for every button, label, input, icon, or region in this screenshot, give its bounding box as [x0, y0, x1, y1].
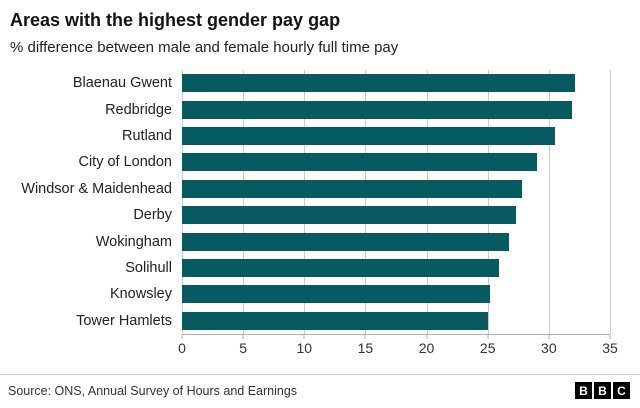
bar-row [182, 281, 610, 307]
bbc-logo-letter: B [594, 382, 611, 399]
category-label: Blaenau Gwent [72, 75, 172, 92]
bar-row [182, 255, 610, 281]
x-tick-mark [548, 334, 550, 339]
bar-row [182, 70, 610, 96]
x-tick-mark [487, 334, 489, 339]
bar-row [182, 202, 610, 228]
category-label: Windsor & Maidenhead [21, 180, 172, 197]
x-tick-label: 20 [418, 339, 435, 356]
bar [182, 153, 537, 172]
plot-area [182, 70, 611, 335]
x-tick-mark [181, 334, 183, 339]
category-label: Solihull [125, 259, 172, 276]
x-tick-mark [426, 334, 428, 339]
x-tick-mark [303, 334, 305, 339]
x-tick-label: 10 [296, 339, 313, 356]
x-tick-mark [364, 334, 366, 339]
bar-chart: Blaenau Gwent Redbridge Rutland City of Lon… [0, 56, 640, 368]
x-tick-label: 0 [178, 339, 186, 356]
bar-row [182, 123, 610, 149]
bar [182, 74, 575, 93]
category-label: Knowsley [109, 286, 172, 303]
footer: Source: ONS, Annual Survey of Hours and … [0, 374, 640, 408]
grid-line [182, 70, 183, 334]
bar [182, 285, 491, 304]
bars [182, 70, 610, 334]
bar [182, 100, 573, 119]
bar [182, 258, 499, 277]
chart-inner: Blaenau Gwent Redbridge Rutland City of Lon… [6, 70, 611, 335]
x-tick-label: 5 [239, 339, 248, 356]
bar [182, 206, 516, 225]
bar [182, 126, 555, 145]
category-label: Wokingham [95, 233, 172, 250]
bar-row [182, 308, 610, 334]
grid-line [610, 70, 611, 334]
bar [182, 232, 509, 251]
chart-title: Areas with the highest gender pay gap [10, 10, 341, 30]
x-tick-mark [609, 334, 611, 339]
gridlines [182, 70, 611, 334]
bar-row [182, 149, 610, 175]
bar [182, 311, 488, 330]
grid-line [243, 70, 245, 334]
category-label: Redbridge [105, 101, 172, 118]
bbc-logo-letter: C [613, 382, 630, 399]
category-label: City of London [78, 154, 172, 171]
category-label: Rutland [122, 127, 172, 144]
x-axis: 0 5 10 15 20 25 30 35 [178, 334, 618, 357]
bar [182, 179, 522, 198]
bar-row [182, 176, 610, 202]
bar-row [182, 228, 610, 254]
grid-line [426, 70, 428, 334]
category-label: Derby [133, 207, 172, 224]
x-tick-mark [242, 334, 244, 339]
bbc-logo-letter: B [575, 382, 592, 399]
category-labels: Blaenau Gwent Redbridge Rutland City of Lon… [6, 70, 182, 335]
source-text: Source: ONS, Annual Survey of Hours and … [8, 383, 298, 398]
x-tick-label: 25 [479, 339, 496, 356]
bar-row [182, 96, 610, 122]
chart-subtitle: % difference between male and female hou… [10, 39, 399, 56]
x-tick-label: 30 [541, 339, 557, 356]
grid-line [365, 70, 367, 334]
grid-line [304, 70, 306, 334]
x-tick-label: 15 [357, 339, 374, 356]
grid-line [487, 70, 489, 334]
grid-line [548, 70, 550, 334]
x-tick-label: 35 [602, 339, 618, 356]
category-label: Tower Hamlets [76, 312, 172, 329]
